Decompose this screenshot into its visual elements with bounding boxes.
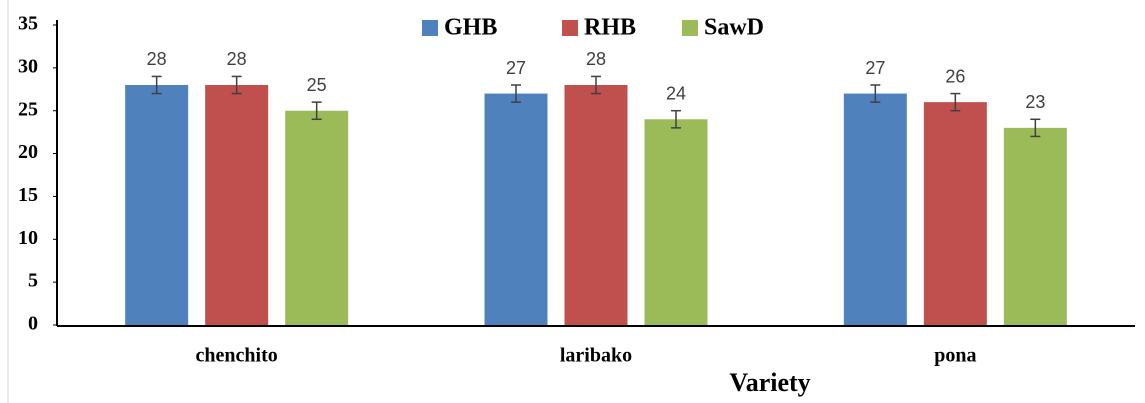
error-bar	[311, 101, 322, 121]
bar	[125, 85, 189, 325]
error-bar	[950, 92, 961, 112]
data-label: 28	[147, 49, 167, 69]
y-tick-label: 10	[18, 227, 38, 249]
bar	[644, 119, 708, 326]
data-label: 24	[666, 83, 686, 103]
y-tick-label: 35	[18, 13, 38, 35]
data-label: 23	[1025, 92, 1045, 112]
error-bar	[511, 84, 521, 103]
bar	[923, 102, 987, 326]
legend-label: RHB	[584, 15, 636, 41]
y-tick-label: 5	[28, 270, 38, 292]
legend-swatch	[422, 20, 438, 36]
bar	[285, 110, 349, 325]
data-label: 28	[586, 49, 606, 69]
error-bar	[870, 84, 881, 103]
legend-label: SawD	[704, 15, 764, 41]
error-bar	[591, 75, 601, 95]
bar	[205, 85, 269, 325]
x-tick-label: laribako	[560, 345, 632, 367]
y-tick-label: 30	[18, 55, 38, 77]
data-label: 25	[307, 75, 327, 95]
data-label: 26	[945, 66, 965, 86]
y-tick-label: 15	[18, 184, 38, 206]
y-tick-label: 20	[18, 141, 38, 163]
x-axis-label: Variety	[729, 368, 810, 397]
legend-swatch	[562, 20, 578, 36]
error-bar	[231, 75, 242, 95]
legend-label: GHB	[444, 15, 497, 41]
bar	[843, 93, 907, 325]
bar	[484, 93, 548, 325]
y-tick-label: 0	[28, 313, 38, 335]
data-label: 28	[227, 49, 247, 69]
error-bar	[151, 75, 162, 95]
data-label: 27	[865, 58, 885, 78]
bar	[1003, 127, 1067, 325]
data-label: 27	[506, 58, 526, 78]
error-bar	[671, 109, 681, 129]
x-tick-label: pona	[934, 345, 976, 367]
legend-swatch	[682, 20, 698, 36]
bar	[564, 85, 628, 325]
x-tick-label: chenchito	[196, 345, 278, 367]
y-tick-label: 25	[18, 98, 38, 120]
error-bar	[1030, 118, 1041, 138]
